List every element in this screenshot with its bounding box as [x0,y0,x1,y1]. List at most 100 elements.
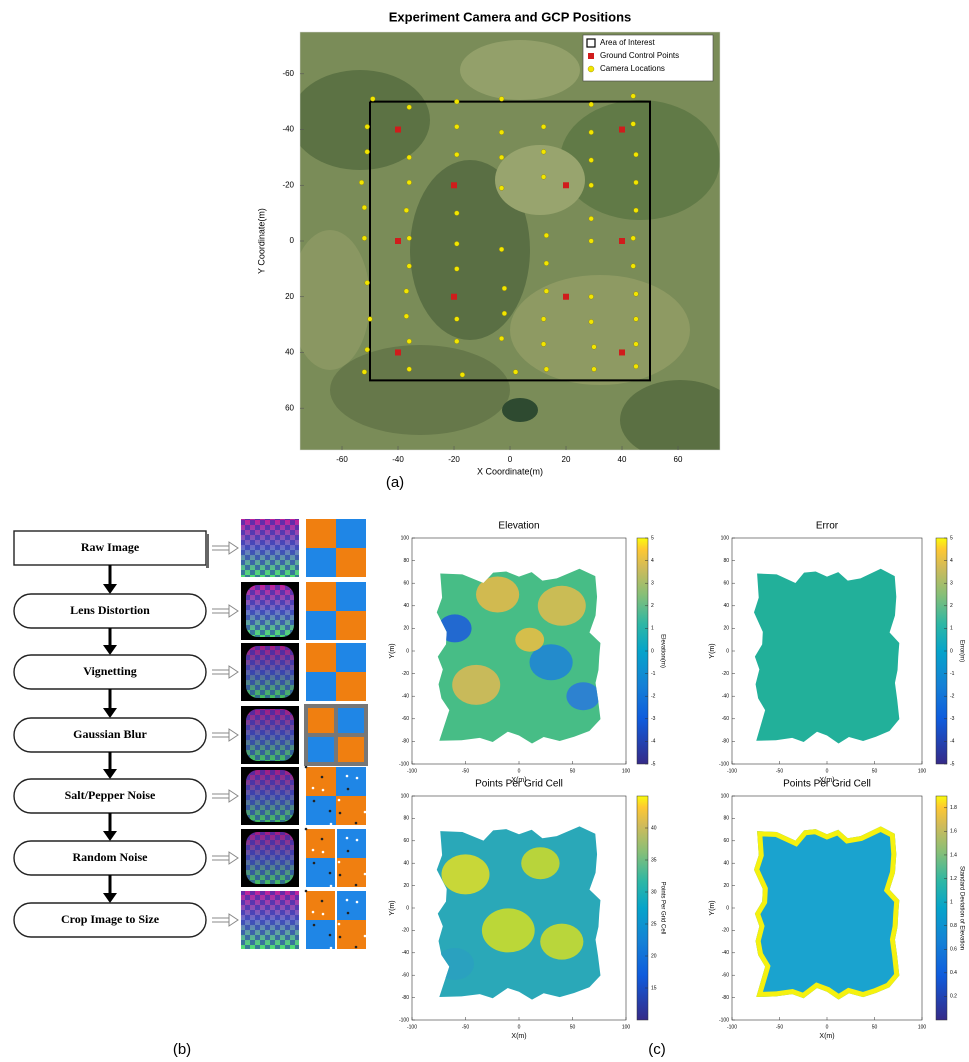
arrow-head [229,914,238,926]
noise-speck [330,823,333,826]
colorbar [936,796,947,1020]
thumb-block [306,611,336,640]
thumb-checker [246,646,294,698]
noise-speck [321,838,324,841]
x-tick-label: 50 [872,768,878,774]
camera-point [541,175,546,180]
panel-title: Points Per Grid Cell [783,779,871,790]
x-tick-label: 50 [570,768,576,774]
colorbar-tick-label: 3 [950,581,953,587]
x-tick-label: -100 [407,768,417,774]
noise-speck [364,811,367,814]
x-tick-label: 0 [508,455,513,464]
y-tick-label: -40 [402,950,409,956]
y-tick-label: 60 [723,581,729,587]
y-axis-label: Y Coordinate(m) [256,208,266,274]
thumb-block [336,796,366,825]
colorbar-tick-label: -5 [651,761,656,767]
x-tick-label: 60 [674,455,683,464]
aerial-image [290,32,740,460]
noise-speck [346,899,349,902]
camera-point [589,102,594,107]
thumb-block [306,519,336,548]
colorbar-tick-label: -3 [950,716,955,722]
x-tick-label: -50 [462,768,469,774]
noise-speck [338,799,341,802]
y-tick-label: 40 [403,861,409,867]
y-tick-label: 40 [723,603,729,609]
y-tick-label: 100 [401,793,410,799]
thumb-block [306,796,336,825]
y-tick-label: 100 [721,535,730,541]
thumb-block [336,891,366,920]
noise-speck [338,923,341,926]
heatmap-panel: Points Per Grid CellX(m)Y(m)-100-5005010… [709,779,965,1040]
x-axis-label: X(m) [511,1033,526,1040]
y-tick-label: -60 [722,973,729,979]
y-tick-label: 0 [406,905,409,911]
y-tick-label: -40 [722,950,729,956]
x-tick-label: -20 [448,455,460,464]
noise-speck [321,776,324,779]
legend-symbol [588,53,594,59]
camera-point [502,286,507,291]
thumb-block [336,829,366,858]
heatmap-field [732,796,922,1020]
arrow-head [229,666,238,678]
y-tick-label: -60 [722,716,729,722]
gcp-point [619,127,625,133]
arrow-head [103,831,117,841]
y-tick-label: 20 [403,883,409,889]
camera-point [634,208,639,213]
camera-point [589,158,594,163]
camera-point [407,180,412,185]
panel-title: Points Per Grid Cell [475,779,563,790]
x-axis-label: X Coordinate(m) [477,466,543,476]
colorbar-tick-label: 25 [651,921,657,927]
y-tick-label: 80 [403,558,409,564]
arrow-head [229,605,238,617]
noise-speck [313,862,316,865]
camera-point [592,367,597,372]
colorbar-tick-label: -1 [950,671,955,677]
camera-point [407,236,412,241]
colorbar-tick-label: -4 [651,739,656,745]
colorbar-tick-label: 1 [651,626,654,632]
y-tick-label: 100 [721,793,730,799]
noise-speck [355,946,358,949]
y-tick-label: 20 [723,883,729,889]
gcp-point [395,349,401,355]
noise-speck [305,766,308,769]
camera-point [407,155,412,160]
colorbar-tick-label: 5 [651,535,654,541]
process-label: Random Noise [72,850,148,864]
gcp-point [451,182,457,188]
arrow-head [103,584,117,594]
x-tick-label: 40 [618,455,627,464]
noise-speck [339,812,342,815]
noise-speck [355,884,358,887]
thumb-block [336,672,366,701]
colorbar-tick-label: 4 [950,558,953,564]
camera-point [544,367,549,372]
x-tick-label: -50 [462,1024,469,1030]
colorbar-tick-label: -1 [651,671,656,677]
thumb-block [306,643,336,672]
chart-title: Experiment Camera and GCP Positions [389,9,632,24]
camera-point [362,236,367,241]
camera-point [513,370,518,375]
camera-point [631,264,636,269]
camera-point [544,261,549,266]
x-tick-label: 100 [918,1024,927,1030]
colorbar-tick-label: -5 [950,761,955,767]
heatmap-panel: Points Per Grid CellX(m)Y(m)-100-5005010… [389,779,666,1040]
arrow-head [229,729,238,741]
y-axis-label: Y(m) [389,900,396,915]
colorbar-tick-label: 35 [651,857,657,863]
x-tick-label: -50 [776,1024,783,1030]
camera-point [544,289,549,294]
thumb-checker [246,709,294,761]
thumb-block [306,920,336,949]
camera-point [541,149,546,154]
y-tick-label: 0 [406,648,409,654]
